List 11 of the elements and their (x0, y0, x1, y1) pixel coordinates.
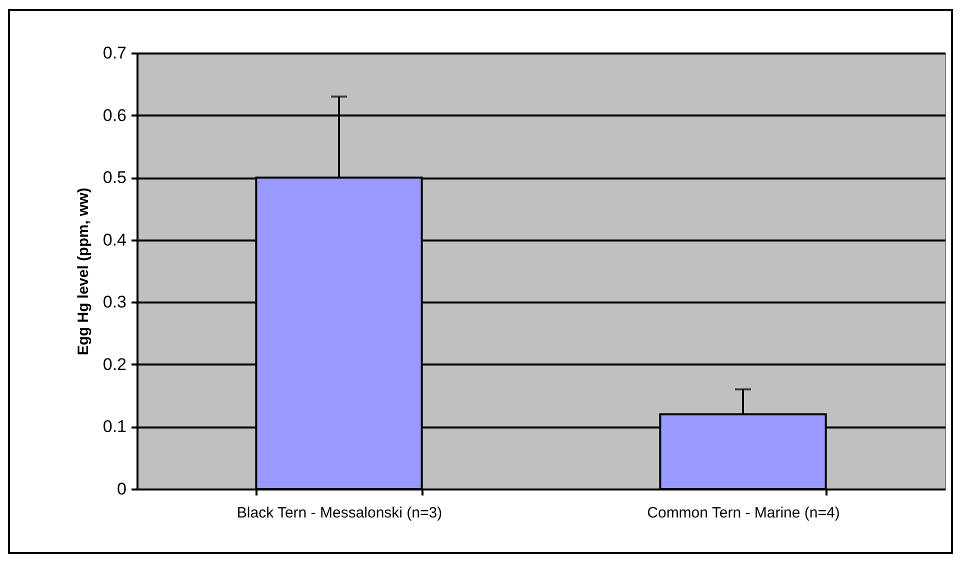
x-tick-label: Black Tern - Messalonski (n=3) (236, 504, 442, 522)
y-tick-label: 0.1 (102, 417, 126, 436)
y-tick-label: 0 (117, 480, 126, 498)
y-axis-title: Egg Hg level (ppm, ww) (74, 188, 92, 356)
y-tick-label: 0.7 (102, 44, 126, 62)
y-tick-label: 0.3 (102, 292, 126, 312)
y-tick-label: 0.5 (102, 168, 126, 188)
x-tick-label: Common Tern - Marine (n=4) (647, 504, 840, 522)
y-tick-label: 0.6 (102, 106, 126, 125)
y-tick-label: 0.2 (102, 354, 126, 374)
y-tick-label: 0.4 (102, 230, 126, 250)
